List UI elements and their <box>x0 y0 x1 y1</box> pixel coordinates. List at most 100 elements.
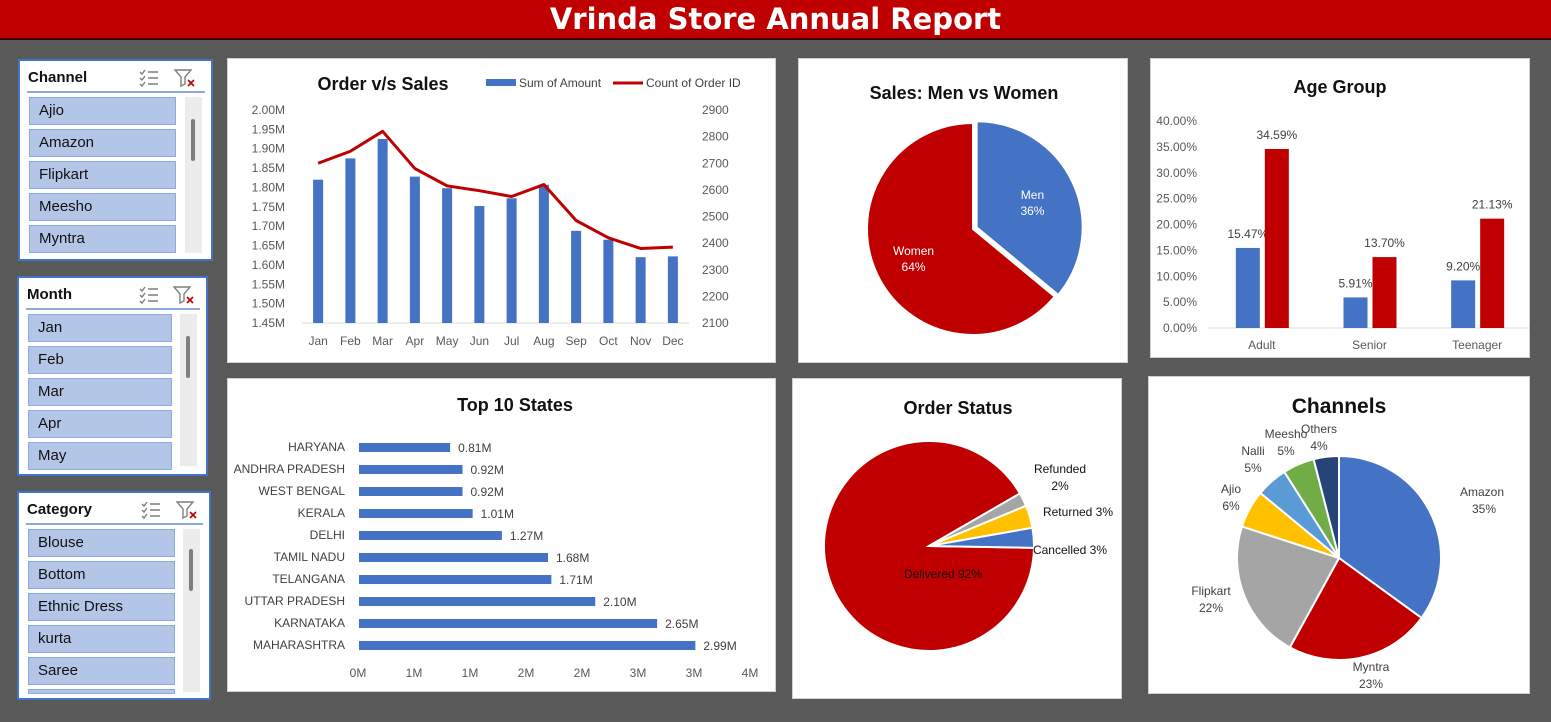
slice-label-delivered: Delivered 92% <box>904 567 982 581</box>
multi-select-icon[interactable] <box>139 499 163 521</box>
y-tick-label: 1.70M <box>252 219 285 233</box>
y-tick-label: 1.60M <box>252 258 285 272</box>
clear-filter-icon[interactable] <box>172 284 196 306</box>
slice-others <box>1312 454 1340 559</box>
slicer-item-myntra[interactable]: Myntra <box>29 225 176 253</box>
slicer-item-amazon[interactable]: Amazon <box>29 129 176 157</box>
clear-filter-icon[interactable] <box>173 67 197 89</box>
slicer-item-feb[interactable]: Feb <box>28 346 172 374</box>
slicer-scrollbar[interactable] <box>183 529 200 692</box>
slice-label-flipkart: Flipkart <box>1191 584 1231 598</box>
y-tick-label: 1.50M <box>252 297 285 311</box>
slicer-scrollbar[interactable] <box>185 97 202 253</box>
data-label: 1.01M <box>481 507 514 521</box>
y-tick-label: 1.65M <box>252 239 285 253</box>
bar-jun <box>474 206 485 323</box>
data-label: 0.81M <box>458 441 491 455</box>
slicer-item-ajio[interactable]: Ajio <box>29 97 176 125</box>
data-label: 1.68M <box>556 551 589 565</box>
x-tick-label: Teenager <box>1452 338 1502 352</box>
data-label: 2.65M <box>665 617 698 631</box>
bar-nov <box>635 257 646 323</box>
x-tick-label: Aug <box>533 334 554 348</box>
clear-filter-icon[interactable] <box>175 499 199 521</box>
slice-label-refunded: Refunded <box>1034 462 1086 476</box>
y-tick-label: 1.90M <box>252 142 285 156</box>
data-label: 0.92M <box>471 485 504 499</box>
order-vs-sales-chart: Order v/s Sales Sum of Amount Count of Ord… <box>252 74 741 348</box>
slicer-item-mar[interactable]: Mar <box>28 378 172 406</box>
chart-title: Order v/s Sales <box>317 74 448 94</box>
multi-select-icon[interactable] <box>137 67 161 89</box>
y-tick-label: 1.75M <box>252 200 285 214</box>
bar-west-bengal <box>359 487 463 496</box>
scrollbar-thumb[interactable] <box>191 119 195 161</box>
scrollbar-thumb[interactable] <box>189 549 193 591</box>
slicer-item-meesho[interactable]: Meesho <box>29 193 176 221</box>
scrollbar-thumb[interactable] <box>186 336 190 378</box>
age-group-chart: Age Group 0.00% 5.00% 10.00% 15.00% 20.00% 25.… <box>1156 77 1529 352</box>
bar-sep <box>571 230 582 323</box>
slice-delivered <box>823 440 1036 652</box>
data-label: 34.59% <box>1256 128 1297 142</box>
y-tick-label: 20.00% <box>1156 218 1197 232</box>
legend-swatch-amount <box>486 79 516 86</box>
category-label: KARNATAKA <box>274 616 345 630</box>
slicer-item-jan[interactable]: Jan <box>28 314 172 342</box>
category-label: HARYANA <box>288 440 345 454</box>
slice-label-ajio: Ajio <box>1221 482 1241 496</box>
slicer-item-ethnic-dress[interactable]: Ethnic Dress <box>28 593 175 621</box>
bar-aug <box>538 184 549 323</box>
slicer-item-bottom[interactable]: Bottom <box>28 561 175 589</box>
y-tick-label: 1.80M <box>252 180 285 194</box>
data-label: 0.92M <box>471 463 504 477</box>
slicer-item-kurta[interactable]: kurta <box>28 625 175 653</box>
slicer-item-apr[interactable]: Apr <box>28 410 172 438</box>
category-label: DELHI <box>310 528 345 542</box>
bar-maharashtra <box>359 641 696 650</box>
category-label: MAHARASHTRA <box>253 638 345 652</box>
slicer-item-blouse[interactable]: Blouse <box>28 529 175 557</box>
x-tick-label: Jul <box>504 334 519 348</box>
slicer-item-flipkart[interactable]: Flipkart <box>29 161 176 189</box>
x-tick-label: 3M <box>630 666 647 680</box>
report-title: Vrinda Store Annual Report <box>549 2 1002 36</box>
x-tick-label: Senior <box>1352 338 1387 352</box>
orders-line <box>317 129 673 250</box>
slicer-scrollbar[interactable] <box>180 314 197 466</box>
data-label: 1.27M <box>510 529 543 543</box>
x-tick-label: Nov <box>630 334 651 348</box>
category-label: UTTAR PRADESH <box>245 594 345 608</box>
x-tick-label: 2M <box>518 666 535 680</box>
slice-value-myntra: 23% <box>1359 677 1383 691</box>
slicer-item-may[interactable]: May <box>28 442 172 470</box>
bar-dec <box>667 256 678 323</box>
chart-title: Channels <box>1292 395 1387 418</box>
x-tick-label: 1M <box>462 666 479 680</box>
data-label: 2.99M <box>703 639 736 653</box>
slice-value-meesho: 5% <box>1277 444 1295 458</box>
month-slicer: Month Jan Feb Mar Apr May <box>17 276 208 476</box>
data-label: 1.71M <box>559 573 592 587</box>
y-tick-label: 1.85M <box>252 161 285 175</box>
y-tick-label: 1.55M <box>252 277 285 291</box>
multi-select-icon[interactable] <box>137 284 161 306</box>
y-tick-label: 15.00% <box>1156 243 1197 257</box>
y-tick-label: 0.00% <box>1163 321 1197 335</box>
order-status-panel: Order Status Delivered 92% Refunded 2% Retur… <box>792 378 1122 699</box>
men-vs-women-chart: Sales: Men vs Women Men 36% Women 64% <box>866 83 1084 336</box>
chart-title: Age Group <box>1294 77 1387 97</box>
y2-tick-label: 2600 <box>702 183 729 197</box>
slice-value-men: 36% <box>1020 204 1044 218</box>
slicer-item-partial[interactable] <box>28 689 175 694</box>
x-tick-label: 3M <box>686 666 703 680</box>
data-label: 5.91% <box>1338 276 1372 290</box>
slicer-item-saree[interactable]: Saree <box>28 657 175 685</box>
legend-label-amount: Sum of Amount <box>519 76 602 90</box>
slice-label-myntra: Myntra <box>1353 660 1390 674</box>
slice-women <box>866 121 1057 336</box>
slice-value-ajio: 6% <box>1222 499 1240 513</box>
order-vs-sales-panel: Order v/s Sales Sum of Amount Count of Ord… <box>227 58 776 363</box>
bar-karnataka <box>359 619 658 628</box>
bar-may <box>442 188 453 323</box>
